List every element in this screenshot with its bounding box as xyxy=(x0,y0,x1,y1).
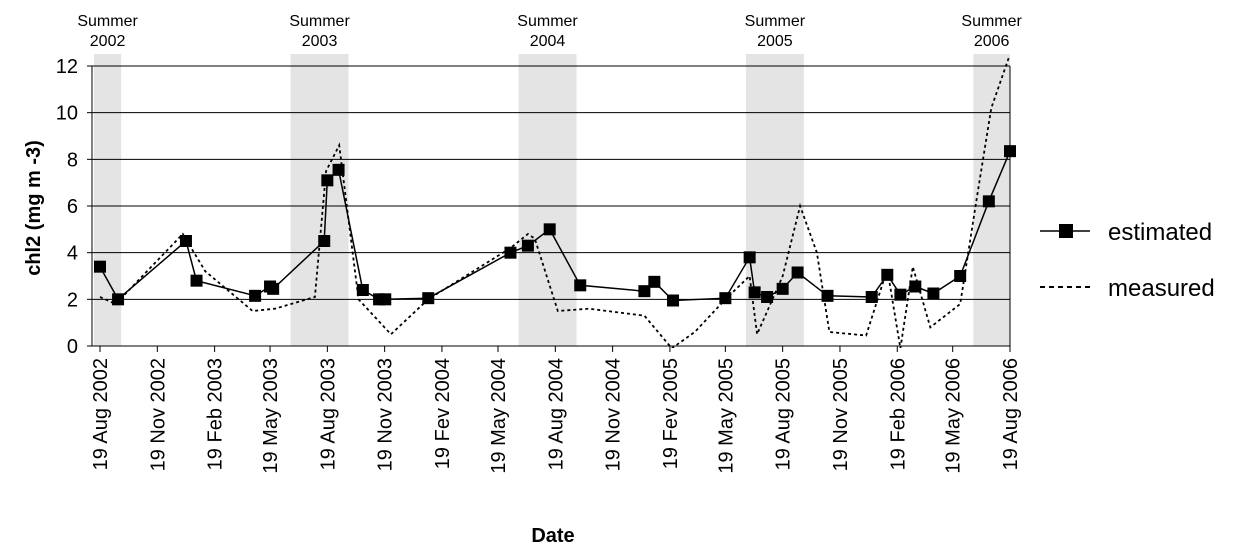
data-point-estimated xyxy=(667,294,680,307)
data-point-estimated xyxy=(881,268,894,281)
x-tick-label: 19 Fev 2005 xyxy=(660,358,682,469)
legend-label-measured: measured xyxy=(1108,275,1215,302)
legend: estimated measured xyxy=(1040,219,1215,302)
x-tick-label: 19 Feb 2003 xyxy=(205,358,227,470)
data-point-estimated xyxy=(574,279,587,292)
y-tick-label: 4 xyxy=(67,243,78,265)
data-point-estimated xyxy=(719,292,732,305)
marker-layer xyxy=(94,145,1016,307)
x-tick-label: 19 Aug 2003 xyxy=(317,358,339,470)
summer-year-label: 2003 xyxy=(302,33,338,50)
data-point-estimated xyxy=(356,284,369,296)
data-point-estimated xyxy=(267,282,280,295)
summer-label: Summer xyxy=(961,13,1022,30)
data-point-estimated xyxy=(112,293,125,306)
y-axis: 0 2 4 6 8 10 12 xyxy=(56,56,1011,358)
data-point-estimated xyxy=(648,275,661,288)
summer-label: Summer xyxy=(745,13,806,30)
series-line-measured xyxy=(99,56,1011,348)
x-tick-label: 19 May 2004 xyxy=(488,358,510,474)
x-tick-label: 19 Fev 2004 xyxy=(432,358,454,469)
summer-labels: Summer 2002 Summer 2003 Summer 2004 Summer 2005… xyxy=(77,13,1022,50)
data-point-estimated xyxy=(379,293,392,306)
x-tick-label: 19 Nov 2003 xyxy=(375,358,397,471)
data-point-estimated xyxy=(332,163,345,176)
x-tick-label: 19 Feb 2006 xyxy=(887,358,909,470)
data-point-estimated xyxy=(776,282,789,295)
summer-year-label: 2004 xyxy=(530,33,566,50)
data-point-estimated xyxy=(821,289,834,302)
x-axis: 19 Aug 2002 19 Nov 2002 19 Feb 2003 19 May … xyxy=(90,345,1022,474)
x-tick-label: 19 Aug 2002 xyxy=(90,358,112,470)
gridlines xyxy=(92,65,1010,300)
x-tick-label: 19 May 2003 xyxy=(260,358,282,474)
data-point-estimated xyxy=(791,266,804,279)
data-point-estimated xyxy=(748,286,761,299)
data-point-estimated xyxy=(761,291,774,303)
summer-label: Summer xyxy=(517,13,578,30)
data-point-estimated xyxy=(249,289,262,302)
x-tick-label: 19 Nov 2002 xyxy=(147,358,169,471)
data-point-estimated xyxy=(179,235,192,247)
y-tick-label: 8 xyxy=(67,149,78,171)
data-point-estimated xyxy=(321,174,334,187)
data-point-estimated xyxy=(1004,145,1016,158)
summer-band xyxy=(518,54,577,346)
data-point-estimated xyxy=(982,195,995,208)
y-tick-label: 0 xyxy=(67,336,78,358)
summer-band xyxy=(290,54,349,346)
y-tick-label: 2 xyxy=(67,289,78,311)
x-tick-label: 19 May 2006 xyxy=(943,358,965,474)
data-point-estimated xyxy=(543,223,556,236)
legend-marker-estimated xyxy=(1059,224,1073,238)
summer-label: Summer xyxy=(289,13,350,30)
summer-label: Summer xyxy=(77,13,138,30)
data-point-estimated xyxy=(954,270,967,282)
y-tick-label: 12 xyxy=(56,56,78,78)
data-point-estimated xyxy=(190,274,203,287)
data-point-estimated xyxy=(743,251,756,264)
x-tick-label: 19 Aug 2004 xyxy=(545,358,567,470)
data-point-estimated xyxy=(504,246,517,259)
x-tick-label: 19 Nov 2004 xyxy=(603,358,625,471)
summer-band xyxy=(745,54,804,346)
summer-year-label: 2002 xyxy=(90,33,126,50)
x-tick-label: 19 Aug 2005 xyxy=(773,358,795,470)
x-tick-label: 19 Nov 2005 xyxy=(830,358,852,471)
x-axis-title: Date xyxy=(531,525,574,547)
y-tick-label: 10 xyxy=(56,103,78,125)
y-axis-title: chl2 (mg m -3) xyxy=(23,140,45,276)
data-point-estimated xyxy=(422,292,435,305)
legend-label-estimated: estimated xyxy=(1108,219,1212,246)
x-tick-label: 19 May 2005 xyxy=(715,358,737,474)
data-point-estimated xyxy=(94,260,106,273)
data-point-estimated xyxy=(909,280,922,293)
data-point-estimated xyxy=(865,291,878,303)
summer-year-label: 2006 xyxy=(974,33,1010,50)
summer-year-label: 2005 xyxy=(757,33,793,50)
data-point-estimated xyxy=(318,235,331,247)
data-point-estimated xyxy=(927,287,940,300)
x-tick-label: 19 Aug 2006 xyxy=(1000,358,1022,470)
data-point-estimated xyxy=(638,285,651,298)
data-point-estimated xyxy=(521,239,534,252)
y-tick-label: 6 xyxy=(67,196,78,218)
data-point-estimated xyxy=(894,288,907,301)
